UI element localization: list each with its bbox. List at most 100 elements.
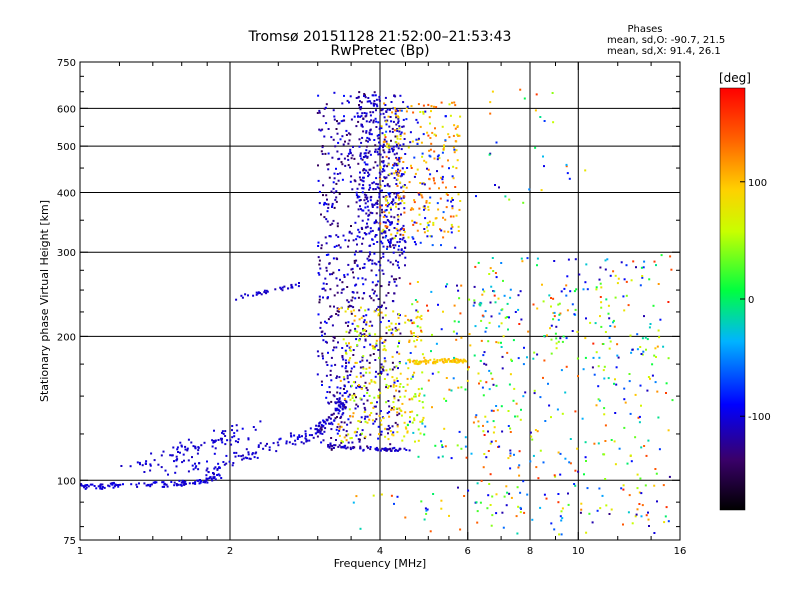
data-point — [321, 146, 324, 149]
colorbar-label: [deg] — [719, 71, 751, 85]
data-point — [402, 101, 405, 104]
data-point — [347, 441, 350, 444]
data-point — [447, 159, 449, 162]
data-point — [367, 255, 370, 258]
data-point — [374, 188, 377, 191]
data-point — [366, 100, 369, 103]
data-point — [341, 347, 344, 349]
data-point — [194, 482, 197, 485]
data-point — [490, 372, 493, 375]
data-point — [363, 385, 366, 387]
data-point — [241, 458, 244, 461]
data-point — [363, 346, 366, 349]
data-point — [355, 125, 358, 128]
data-point — [195, 465, 198, 468]
data-point — [442, 236, 445, 239]
data-point — [388, 148, 391, 151]
data-point — [472, 304, 475, 307]
data-point — [198, 482, 201, 485]
data-point — [342, 402, 345, 405]
data-point — [616, 282, 619, 285]
data-point — [377, 372, 380, 375]
data-point — [345, 370, 348, 373]
data-point — [494, 440, 497, 443]
data-point — [409, 208, 412, 211]
data-point — [384, 221, 387, 224]
data-point — [481, 314, 484, 317]
data-point — [451, 225, 454, 228]
data-point — [368, 295, 371, 298]
data-point — [362, 334, 365, 337]
data-point — [335, 128, 338, 130]
colorbar-tick-label: -100 — [748, 412, 771, 423]
data-point — [336, 375, 338, 378]
data-point — [378, 153, 381, 156]
data-point — [475, 414, 478, 417]
data-point — [341, 288, 344, 291]
data-point — [368, 150, 371, 153]
data-point — [348, 230, 351, 233]
data-point — [368, 251, 371, 254]
data-point — [565, 337, 568, 340]
data-point — [561, 412, 564, 415]
data-point — [336, 391, 339, 394]
data-point — [514, 311, 517, 313]
data-point — [380, 109, 383, 112]
data-point — [254, 428, 257, 431]
data-point — [233, 451, 236, 454]
data-point — [380, 232, 383, 235]
data-point — [663, 521, 666, 524]
data-point — [376, 202, 378, 205]
data-point — [581, 417, 584, 420]
data-point — [638, 421, 641, 424]
data-point — [462, 358, 465, 361]
data-point — [304, 430, 307, 433]
data-point — [186, 449, 189, 452]
data-point — [333, 419, 336, 422]
data-point — [372, 422, 375, 425]
data-point — [300, 441, 303, 444]
data-point — [615, 383, 618, 386]
data-point — [584, 441, 587, 444]
data-point — [380, 419, 382, 422]
data-point — [383, 176, 386, 179]
data-point — [385, 111, 388, 113]
data-point — [389, 116, 392, 118]
data-point — [378, 98, 381, 101]
data-point — [330, 421, 333, 424]
data-point — [175, 465, 178, 468]
data-point — [363, 266, 366, 269]
data-point — [403, 184, 406, 186]
data-point — [375, 263, 378, 266]
data-point — [322, 439, 325, 442]
data-point — [339, 246, 342, 249]
data-point — [426, 304, 428, 307]
data-point — [526, 493, 529, 496]
data-point — [506, 316, 509, 318]
data-point — [423, 231, 426, 234]
data-point — [409, 416, 411, 419]
data-point — [396, 194, 399, 197]
data-point — [476, 510, 479, 513]
data-point — [417, 138, 420, 141]
data-point — [200, 480, 202, 483]
data-point — [371, 288, 374, 291]
data-point — [384, 96, 387, 99]
data-point — [560, 369, 563, 372]
data-point — [383, 341, 386, 343]
data-point — [516, 486, 519, 489]
data-point — [385, 123, 388, 126]
data-point — [609, 274, 612, 277]
data-point — [403, 207, 406, 210]
data-point — [379, 257, 382, 260]
data-point — [80, 483, 83, 486]
data-point — [412, 360, 414, 363]
data-point — [561, 340, 564, 343]
data-point — [460, 386, 463, 389]
data-point — [393, 162, 396, 165]
data-point — [372, 119, 375, 122]
data-point — [597, 365, 600, 368]
data-point — [86, 484, 89, 486]
data-point — [427, 361, 430, 364]
data-point — [386, 373, 389, 376]
